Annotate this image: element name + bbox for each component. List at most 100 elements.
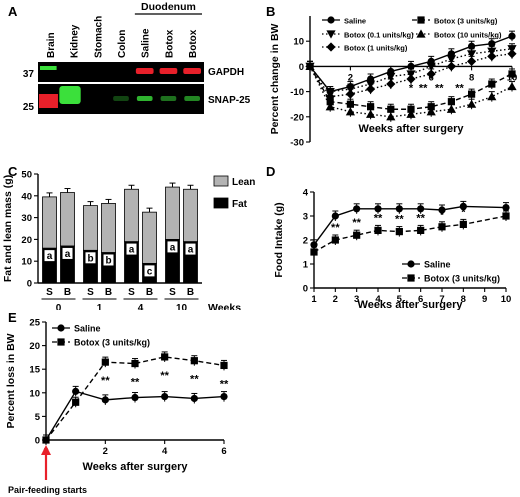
data-point: [353, 231, 361, 239]
data-point: [190, 394, 198, 403]
data-point: [161, 392, 169, 401]
x-tick-label: 6: [418, 294, 423, 305]
data-point: [502, 204, 510, 212]
data-point: [446, 61, 456, 71]
legend-marker: [57, 338, 65, 346]
data-point: [446, 55, 456, 64]
x-category-label: S: [87, 287, 94, 298]
data-point: [467, 99, 477, 108]
data-point: [426, 107, 436, 116]
significance-mark: **: [131, 377, 140, 389]
data-point: [386, 79, 396, 89]
western-blot: Brain Kidney Stomach Colon Saline Botox Botox D…: [23, 1, 251, 114]
fat-letter-box: [185, 243, 196, 255]
panel-label-a: A: [8, 4, 18, 19]
data-point: [331, 212, 339, 220]
legend-label: Saline: [344, 17, 366, 26]
blot-band-snap25: [113, 96, 129, 101]
x-category-label: B: [64, 287, 71, 298]
legend-label: Botox (10 units/kg): [434, 31, 502, 40]
data-point: [386, 112, 396, 121]
x-tick-label: 6: [221, 446, 226, 457]
data-point: [488, 40, 496, 48]
fat-letter: a: [47, 251, 53, 262]
panel-label-d: D: [266, 164, 276, 179]
data-point: [426, 69, 436, 79]
x-tick-label: 9: [482, 294, 487, 305]
data-point: [345, 107, 355, 116]
blot-lane-label: Colon: [117, 30, 128, 58]
x-category-label: S: [46, 287, 53, 298]
y-tick-label: 50: [21, 170, 32, 181]
significance-mark: *: [440, 209, 445, 221]
y-tick-label: 1: [303, 260, 309, 271]
y-tick-label: 40: [21, 191, 32, 202]
bar-lean: [42, 196, 57, 249]
y-axis-label: Percent change in BW: [269, 23, 281, 134]
data-point: [190, 357, 198, 365]
blot-marker-25: 25: [23, 102, 35, 113]
fat-letter-box: [44, 250, 55, 262]
y-tick-label: 20: [21, 235, 32, 246]
data-point: [353, 205, 361, 213]
blot-lane-label: Stomach: [93, 16, 104, 58]
data-point: [101, 396, 109, 404]
series-line: [313, 215, 507, 253]
y-axis-label: Fat and lean mass (g): [2, 175, 14, 282]
blot-band-gapdh: [183, 68, 201, 74]
y-tick-label: -30: [290, 138, 304, 149]
data-point: [161, 353, 169, 361]
data-point: [325, 102, 335, 111]
blot-band-snap25-strong: [59, 86, 81, 104]
y-tick-label: -20: [290, 112, 304, 123]
blot-band-gapdh: [135, 68, 154, 74]
y-tick-label: 0: [303, 284, 308, 295]
x-category-label: B: [187, 287, 194, 298]
legend-marker: [416, 29, 426, 38]
blot-ladder-band: [40, 66, 57, 70]
data-point: [346, 100, 354, 108]
fat-letter-box: [167, 241, 178, 253]
bar-lean: [165, 186, 180, 240]
blot-lane-label: Botox: [188, 29, 199, 58]
x-category-label: B: [146, 287, 153, 298]
data-point: [406, 74, 416, 84]
y-tick-label: 30: [21, 213, 32, 224]
blot-group-label: Duodenum: [141, 1, 196, 13]
x-group-label: 1: [97, 303, 103, 310]
legend-label: Botox (3 units/kg): [74, 338, 150, 348]
data-point: [426, 62, 436, 71]
pair-feeding-arrow-head: [41, 445, 51, 455]
blot-strip-gapdh: [38, 62, 204, 82]
series-line: [313, 205, 507, 246]
x-axis-label: Weeks after surgery: [359, 123, 465, 135]
data-point: [386, 72, 396, 82]
legend-label: Lean: [232, 177, 255, 188]
x-group-label: 0: [56, 303, 62, 310]
fat-letter: a: [170, 242, 176, 253]
data-point: [508, 70, 516, 78]
significance-mark: **: [419, 83, 428, 95]
x-tick-label: 3: [354, 294, 359, 305]
data-point: [374, 226, 382, 234]
fat-letter: b: [87, 253, 93, 264]
y-axis-label: Food Intake (g): [273, 202, 285, 277]
data-point: [366, 109, 376, 118]
fat-letter: a: [129, 245, 135, 256]
data-point: [502, 212, 510, 220]
significance-mark: *: [461, 206, 466, 218]
data-point: [438, 206, 446, 214]
data-point: [406, 109, 416, 118]
blot-band-snap25: [184, 96, 200, 101]
y-tick-label: 25: [29, 318, 40, 329]
data-point: [310, 248, 318, 256]
data-point: [487, 51, 497, 61]
legend-label: Botox (0.1 units/kg): [344, 31, 414, 40]
significance-mark: **: [160, 370, 169, 382]
data-point: [374, 205, 382, 213]
significance-mark: **: [395, 214, 404, 226]
blot-row-label: GAPDH: [208, 67, 244, 78]
x-tick-label: 1: [311, 294, 317, 305]
significance-mark: **: [190, 374, 199, 386]
